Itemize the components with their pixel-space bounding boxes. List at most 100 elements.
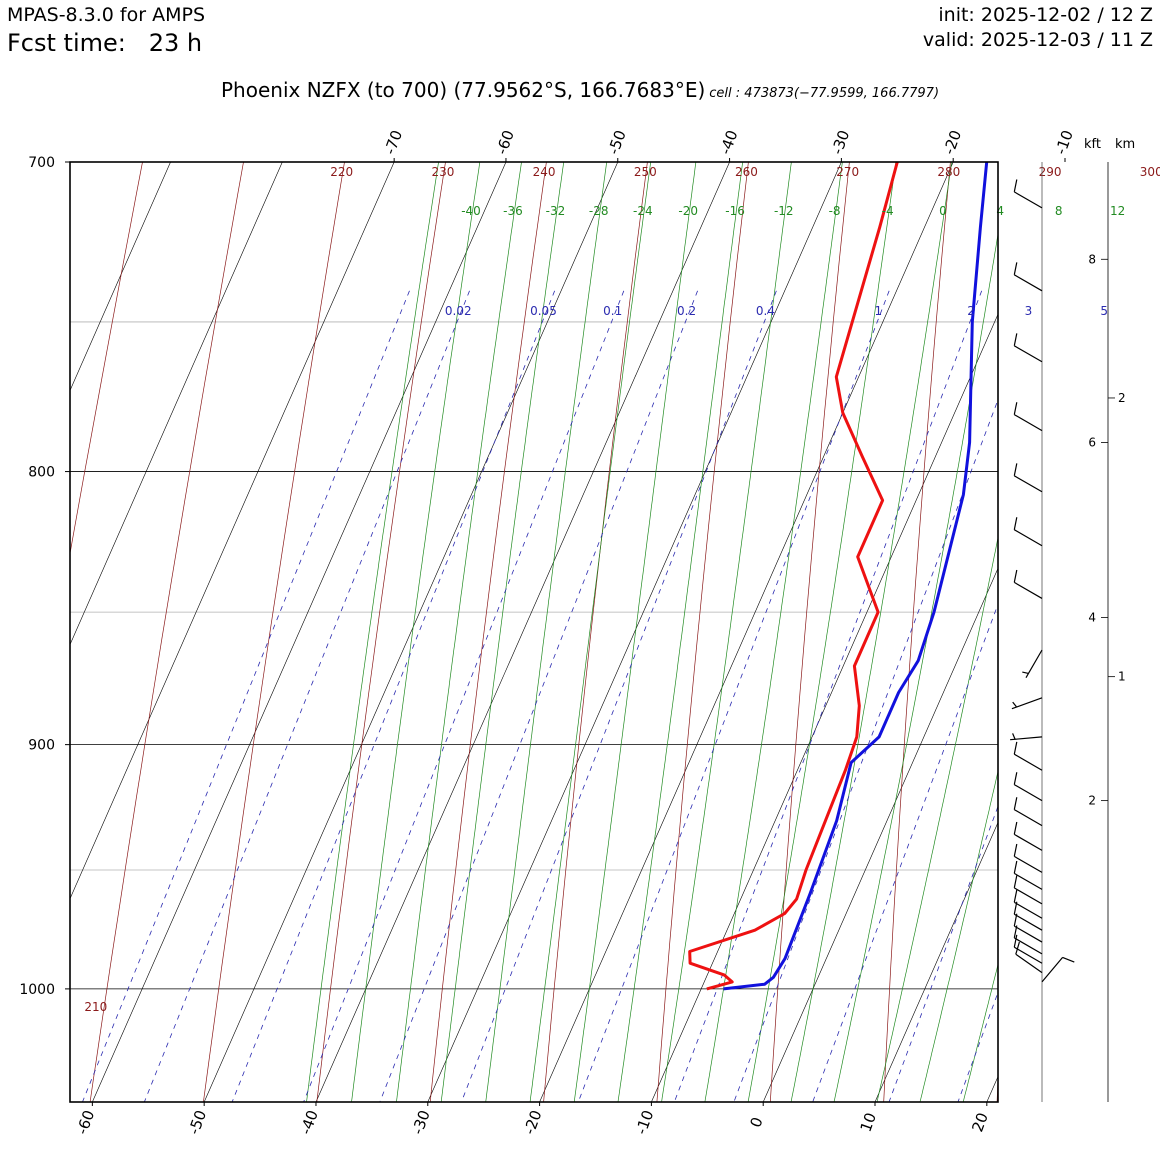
kft-tick-label: 8 — [1088, 252, 1096, 266]
isotherm-line — [539, 162, 954, 1102]
dry-adiabat-line — [429, 162, 547, 1102]
isotherm-line — [70, 162, 283, 646]
km-tick-label: 2 — [1118, 391, 1126, 405]
cell-info: cell : 473873(−77.9599, 166.7797) — [709, 86, 940, 101]
moist-adiabat-label: -28 — [589, 204, 609, 218]
top-temp-label: -10 — [1052, 128, 1077, 157]
forecast-time-label: Fcst time: — [7, 29, 126, 57]
wind-barb — [1013, 925, 1043, 955]
moist-adiabat-label: 12 — [1110, 204, 1125, 218]
top-temp-label: -70 — [381, 128, 406, 157]
dry-adiabat-label: 290 — [1039, 165, 1062, 179]
wind-barb — [1013, 772, 1043, 802]
mixing-ratio-line — [460, 290, 777, 1102]
mixing-ratio-line — [143, 290, 470, 1102]
dry-adiabat-label: 270 — [836, 165, 859, 179]
moist-adiabat-label: -20 — [678, 204, 698, 218]
mixing-ratio-label: 0.1 — [603, 304, 622, 318]
isotherm-line — [92, 162, 507, 1102]
wind-barb — [1013, 913, 1043, 943]
mixing-ratio-label: 2 — [967, 304, 975, 318]
kft-tick-label: 2 — [1088, 794, 1096, 808]
wind-barb — [1013, 901, 1043, 931]
wind-barb — [1013, 934, 1043, 964]
moist-adiabat-line — [661, 162, 792, 1102]
height-axis: kft km 8 6 4 2 2 1 — [1084, 137, 1135, 1102]
wind-barb — [1015, 941, 1043, 974]
dewpoint-profile-line — [723, 162, 989, 991]
bottom-temp-label: -50 — [185, 1108, 210, 1137]
top-temp-label: -40 — [716, 128, 741, 157]
wind-barb — [1013, 797, 1043, 827]
isotherm-line — [651, 313, 998, 1102]
moist-adiabat-line — [962, 963, 998, 1102]
km-tick-label: 1 — [1118, 670, 1126, 684]
wind-barb — [1013, 875, 1043, 905]
mixing-ratio-label: 3 — [1025, 304, 1033, 318]
mixing-ratio-line — [888, 805, 998, 1102]
kft-tick-label: 4 — [1088, 611, 1096, 625]
isotherm-line — [762, 567, 998, 1102]
wind-barb — [1010, 733, 1043, 741]
moist-adiabat-lines — [306, 162, 998, 1102]
isotherm-lines — [70, 162, 998, 1102]
chart-title: Phoenix NZFX (to 700) (77.9562°S, 166.76… — [0, 78, 1160, 102]
moist-adiabat-line — [617, 162, 744, 1102]
isotherm-line — [986, 1075, 998, 1102]
bottom-temp-label: 0 — [746, 1115, 766, 1130]
mixing-ratio-label: 0.05 — [530, 304, 557, 318]
top-temp-label: -60 — [493, 128, 518, 157]
moist-adiabat-label: -8 — [829, 204, 841, 218]
moist-adiabat-label: -4 — [882, 204, 894, 218]
isotherm-line — [427, 162, 842, 1102]
dry-adiabat-line — [203, 162, 345, 1102]
isobar-lines — [70, 162, 998, 990]
init-time: init: 2025-12-02 / 12 Z — [938, 4, 1153, 26]
mixing-ratio-line — [673, 290, 983, 1102]
plot-frame — [69, 161, 999, 1103]
temperature-profile-line — [688, 162, 899, 991]
moist-adiabat-label: 8 — [1055, 204, 1063, 218]
sounding-profiles — [688, 162, 989, 991]
moist-adiabat-label: -36 — [503, 204, 523, 218]
mixing-ratio-line — [733, 398, 998, 1102]
mixing-ratio-line — [957, 991, 998, 1102]
dry-adiabat-label: 250 — [634, 165, 657, 179]
wind-barb — [1013, 517, 1043, 547]
mixing-ratio-line — [82, 290, 410, 1102]
moist-adiabat-label: -16 — [725, 204, 745, 218]
wind-barb — [1013, 843, 1043, 873]
wind-barb — [1013, 463, 1043, 493]
wind-barb — [1013, 569, 1043, 599]
moist-adiabat-label: -32 — [546, 204, 566, 218]
isotherm-line — [203, 162, 619, 1102]
top-temp-label: -20 — [940, 128, 965, 157]
pressure-tick-label: 800 — [28, 465, 55, 481]
top-temp-label: -30 — [828, 128, 853, 157]
wind-barb — [1013, 860, 1043, 890]
dry-adiabat-line — [769, 162, 850, 1102]
pressure-tick-label: 900 — [28, 738, 55, 754]
moist-adiabat-label: 4 — [996, 204, 1004, 218]
moist-adiabat-line — [573, 162, 697, 1102]
km-unit-label: km — [1115, 137, 1135, 152]
valid-time: valid: 2025-12-03 / 11 Z — [922, 29, 1153, 51]
mixing-ratio-line — [577, 290, 890, 1102]
wind-barb — [1013, 402, 1043, 432]
dry-adiabat-label: 300 — [1140, 165, 1160, 179]
bottom-temp-label: 20 — [968, 1110, 991, 1134]
mixing-ratio-label: 0.4 — [756, 304, 775, 318]
wind-barb — [1013, 741, 1043, 771]
dry-adiabat-label: 240 — [533, 165, 556, 179]
moist-adiabat-line — [704, 162, 843, 1102]
pressure-tick-label: 700 — [28, 155, 55, 171]
moist-adiabat-line — [919, 769, 998, 1102]
dry-adiabat-line — [656, 162, 749, 1102]
mixing-ratio-line — [812, 603, 998, 1102]
moist-adiabat-line — [396, 162, 522, 1102]
isotherm-line — [315, 162, 730, 1102]
wind-barb — [1013, 262, 1043, 292]
wind-barb — [1011, 697, 1043, 710]
pressure-tick-label: 1000 — [19, 982, 55, 998]
